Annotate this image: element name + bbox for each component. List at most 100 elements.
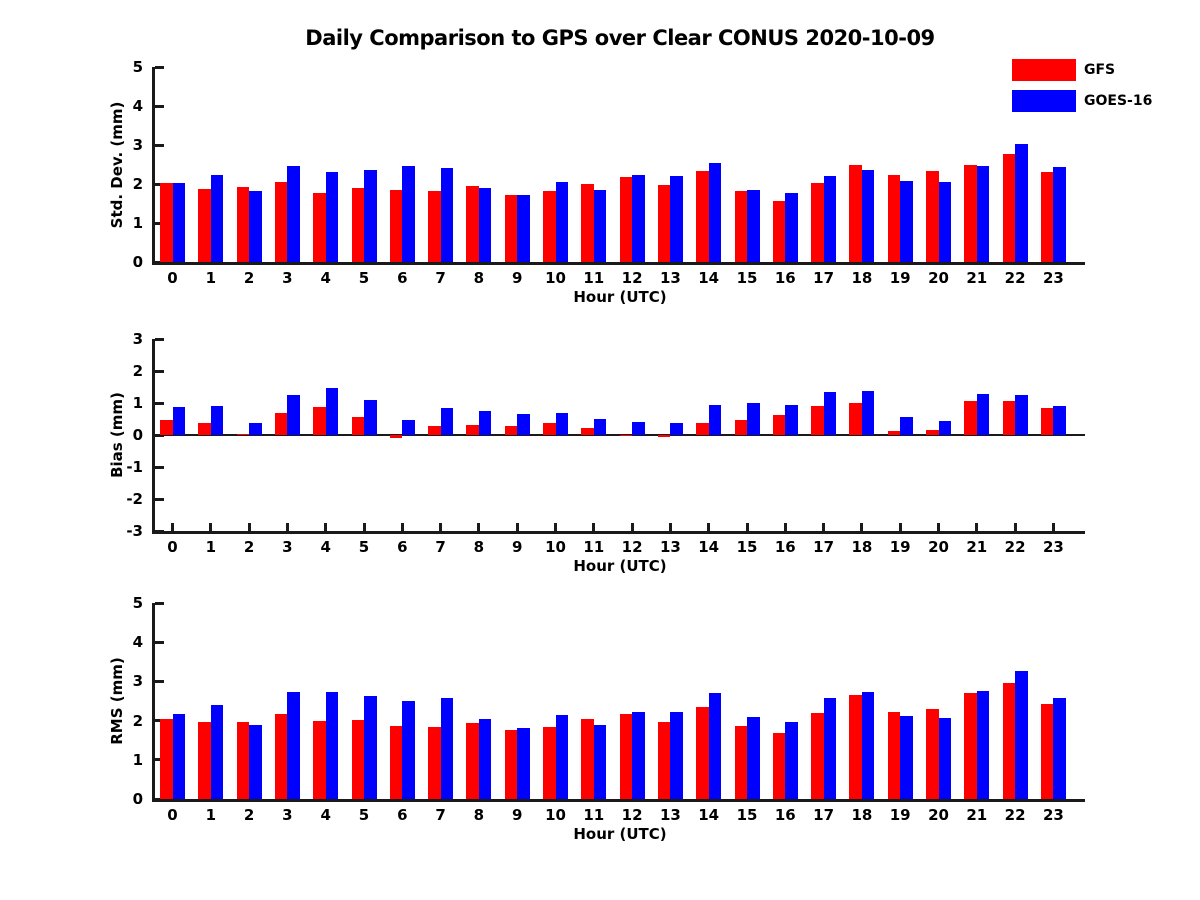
x-tick-label: 19 bbox=[889, 538, 911, 556]
bar-goes16-hour-11 bbox=[593, 190, 607, 262]
bar-goes16-hour-14 bbox=[708, 163, 722, 262]
bar-goes16-hour-23 bbox=[1053, 167, 1066, 262]
x-tick-label: 16 bbox=[774, 269, 796, 287]
bar-gfs-hour-11 bbox=[581, 183, 594, 262]
bar-goes16-hour-17 bbox=[823, 176, 837, 262]
x-tick-label: 13 bbox=[659, 269, 681, 287]
bar-goes16-hour-7 bbox=[440, 698, 454, 799]
bar-gfs-hour-9 bbox=[504, 195, 518, 262]
zero-line bbox=[152, 434, 1085, 436]
x-tick-label: 14 bbox=[698, 538, 720, 556]
bar-gfs-hour-6 bbox=[389, 725, 403, 799]
y-tick-label: 5 bbox=[132, 594, 143, 612]
y-axis-label-std-dev: Std. Dev. (mm) bbox=[108, 101, 126, 228]
x-tick-label: 15 bbox=[736, 538, 758, 556]
x-tick-label: 5 bbox=[358, 538, 370, 556]
bar-gfs-hour-13 bbox=[657, 721, 671, 799]
x-tick-label: 3 bbox=[282, 538, 293, 556]
bar-goes16-hour-10 bbox=[555, 413, 568, 435]
bar-goes16-hour-13 bbox=[670, 711, 683, 799]
bar-goes16-hour-23 bbox=[1053, 697, 1066, 799]
x-tick-label: 16 bbox=[774, 806, 796, 824]
bar-gfs-hour-11 bbox=[581, 719, 594, 799]
bar-goes16-hour-20 bbox=[938, 421, 951, 435]
bar-gfs-hour-22 bbox=[1002, 153, 1016, 262]
x-tick-label: 7 bbox=[435, 806, 446, 824]
x-tick-label: 1 bbox=[205, 538, 217, 556]
bar-goes16-hour-19 bbox=[900, 180, 913, 262]
x-tick-label: 6 bbox=[397, 538, 408, 556]
bar-gfs-hour-3 bbox=[274, 182, 288, 262]
bar-goes16-hour-13 bbox=[670, 176, 683, 262]
y-tick bbox=[155, 465, 164, 469]
bar-goes16-hour-3 bbox=[287, 394, 300, 435]
x-tick bbox=[630, 523, 634, 531]
y-tick bbox=[155, 401, 164, 405]
x-axis-line bbox=[152, 531, 1085, 534]
bar-goes16-hour-4 bbox=[325, 691, 339, 799]
bar-goes16-hour-16 bbox=[785, 193, 798, 262]
bar-goes16-hour-12 bbox=[632, 711, 645, 799]
y-tick bbox=[155, 433, 164, 437]
bar-goes16-hour-11 bbox=[593, 724, 607, 799]
bar-gfs-hour-12 bbox=[619, 176, 633, 262]
bar-gfs-hour-1 bbox=[198, 189, 211, 262]
bar-goes16-hour-0 bbox=[172, 182, 185, 262]
x-tick bbox=[362, 523, 366, 531]
x-tick-label: 23 bbox=[1042, 806, 1064, 824]
bar-gfs-hour-17 bbox=[811, 712, 824, 799]
bar-goes16-hour-14 bbox=[708, 693, 722, 799]
bar-gfs-hour-14 bbox=[696, 706, 709, 799]
x-tick-label: 15 bbox=[736, 806, 758, 824]
y-tick-label: -2 bbox=[126, 490, 143, 508]
bar-goes16-hour-21 bbox=[976, 166, 990, 262]
bar-gfs-hour-15 bbox=[734, 420, 747, 435]
y-axis-line bbox=[152, 603, 155, 802]
bar-gfs-hour-12 bbox=[619, 435, 633, 436]
y-tick-label: 0 bbox=[132, 253, 143, 271]
bar-gfs-hour-4 bbox=[313, 721, 326, 799]
bar-gfs-hour-5 bbox=[351, 188, 364, 262]
bar-gfs-hour-19 bbox=[887, 711, 901, 799]
bar-gfs-hour-19 bbox=[887, 174, 901, 262]
x-tick-label: 23 bbox=[1042, 538, 1064, 556]
x-tick-label: 11 bbox=[583, 538, 605, 556]
bar-gfs-hour-16 bbox=[772, 733, 786, 799]
y-axis-line bbox=[152, 339, 155, 534]
x-tick bbox=[745, 523, 749, 531]
x-tick bbox=[554, 523, 557, 531]
bar-goes16-hour-5 bbox=[364, 400, 377, 435]
bar-goes16-hour-6 bbox=[402, 166, 415, 262]
bar-gfs-hour-21 bbox=[964, 401, 977, 435]
bar-goes16-hour-0 bbox=[172, 407, 185, 435]
x-tick-label: 2 bbox=[243, 538, 255, 556]
y-tick bbox=[155, 221, 164, 225]
bar-gfs-hour-14 bbox=[696, 171, 709, 262]
x-axis-label: Hour (UTC) bbox=[573, 288, 667, 306]
bar-goes16-hour-9 bbox=[517, 195, 530, 262]
x-axis-line bbox=[152, 262, 1085, 265]
bar-gfs-hour-23 bbox=[1040, 408, 1054, 435]
bar-goes16-hour-23 bbox=[1053, 405, 1066, 435]
bar-gfs-hour-4 bbox=[313, 193, 326, 262]
x-tick-label: 7 bbox=[435, 269, 446, 287]
bar-gfs-hour-10 bbox=[543, 726, 556, 799]
x-tick bbox=[285, 523, 289, 531]
bar-gfs-hour-19 bbox=[887, 431, 901, 435]
x-tick-label: 14 bbox=[698, 806, 720, 824]
bar-gfs-hour-2 bbox=[236, 434, 250, 435]
bar-goes16-hour-15 bbox=[747, 717, 760, 799]
x-tick-label: 19 bbox=[889, 269, 911, 287]
bar-goes16-hour-18 bbox=[861, 692, 875, 799]
y-tick-label: 1 bbox=[132, 214, 143, 232]
x-tick-label: 12 bbox=[621, 538, 643, 556]
bar-goes16-hour-4 bbox=[325, 388, 339, 435]
bar-goes16-hour-4 bbox=[325, 171, 339, 262]
x-tick-label: 11 bbox=[583, 806, 605, 824]
bar-goes16-hour-11 bbox=[593, 419, 607, 435]
x-tick bbox=[324, 523, 328, 531]
y-axis-label-rms: RMS (mm) bbox=[108, 657, 126, 745]
bar-gfs-hour-0 bbox=[160, 719, 173, 799]
bar-goes16-hour-10 bbox=[555, 182, 568, 262]
x-tick bbox=[592, 523, 596, 531]
